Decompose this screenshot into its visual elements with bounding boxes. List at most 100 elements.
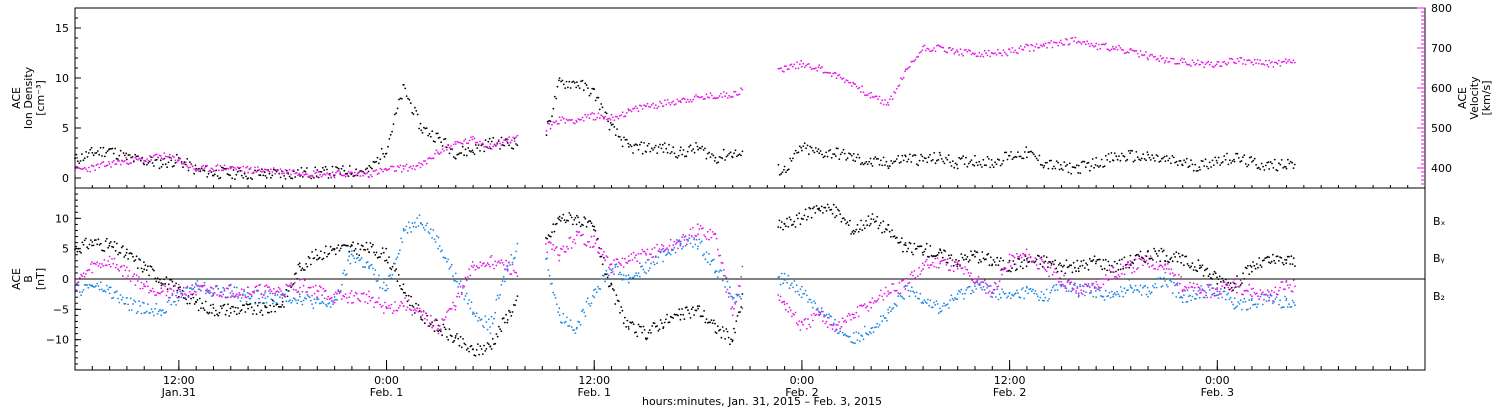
ion-density-point bbox=[633, 144, 636, 147]
bz-point bbox=[784, 308, 787, 311]
bx-point bbox=[910, 251, 913, 254]
ion-density-point bbox=[951, 160, 954, 163]
ion-density-point bbox=[508, 144, 510, 147]
bz-point bbox=[269, 288, 272, 291]
by-point bbox=[347, 259, 349, 262]
velocity-point bbox=[337, 169, 340, 172]
velocity-point bbox=[1104, 42, 1107, 45]
velocity-point bbox=[420, 162, 423, 165]
bz-point bbox=[574, 242, 577, 245]
velocity-point bbox=[135, 158, 138, 161]
ion-density-point bbox=[879, 159, 882, 162]
bx-point bbox=[401, 288, 404, 291]
bz-point bbox=[390, 303, 393, 306]
by-point bbox=[879, 315, 882, 318]
bz-point bbox=[415, 309, 417, 312]
bz-point bbox=[972, 281, 975, 283]
bx-point bbox=[659, 319, 662, 321]
bx-point bbox=[679, 313, 682, 316]
velocity-point bbox=[888, 98, 891, 100]
bx-point bbox=[155, 280, 158, 283]
bz-point bbox=[313, 292, 316, 295]
ion-density-point bbox=[258, 174, 261, 177]
velocity-point bbox=[623, 115, 625, 118]
bz-point bbox=[339, 291, 342, 293]
bz-point bbox=[211, 287, 213, 289]
velocity-point bbox=[336, 170, 339, 173]
velocity-point bbox=[738, 93, 741, 96]
ion-density-point bbox=[553, 95, 556, 98]
bz-point bbox=[1154, 268, 1157, 270]
by-point bbox=[98, 288, 101, 291]
bx-point bbox=[463, 342, 466, 345]
velocity-point bbox=[906, 68, 909, 70]
velocity-point bbox=[501, 141, 504, 144]
ion-density-point bbox=[1208, 161, 1211, 164]
bx-point bbox=[147, 265, 149, 268]
by-point bbox=[473, 312, 476, 315]
velocity-point bbox=[1120, 48, 1123, 51]
velocity-point bbox=[1035, 43, 1038, 45]
velocity-point bbox=[1200, 61, 1203, 63]
ion-density-point bbox=[1127, 150, 1130, 152]
velocity-point bbox=[499, 142, 501, 145]
bx-point bbox=[965, 258, 968, 261]
bz-point bbox=[1100, 286, 1102, 289]
ion-density-point bbox=[459, 152, 461, 155]
bx-point bbox=[835, 214, 838, 217]
bx-point bbox=[948, 254, 950, 257]
bz-point bbox=[696, 223, 699, 226]
by-point bbox=[472, 311, 474, 314]
velocity-point bbox=[1181, 61, 1184, 64]
bx-point bbox=[803, 214, 806, 217]
bz-point bbox=[636, 260, 639, 263]
by-point bbox=[684, 245, 687, 247]
bx-point bbox=[382, 251, 385, 254]
ion-density-point bbox=[1223, 155, 1226, 158]
velocity-point bbox=[1146, 57, 1149, 59]
ion-density-point bbox=[331, 165, 334, 168]
by-point bbox=[275, 302, 278, 304]
ion-density-point bbox=[98, 153, 101, 156]
bx-point bbox=[1138, 255, 1141, 258]
bx-point bbox=[839, 213, 842, 216]
bz-point bbox=[1093, 287, 1096, 289]
by-point bbox=[617, 273, 620, 276]
bz-point bbox=[155, 294, 158, 296]
velocity-point bbox=[582, 120, 585, 122]
velocity-point bbox=[706, 96, 709, 99]
ion-density-point bbox=[245, 175, 247, 178]
ion-density-point bbox=[994, 161, 996, 164]
bx-point bbox=[186, 302, 189, 305]
bz-point bbox=[463, 285, 466, 288]
bx-point bbox=[274, 310, 276, 313]
ion-density-point bbox=[1015, 156, 1018, 159]
ion-density-point bbox=[1136, 156, 1139, 159]
bz-point bbox=[1181, 290, 1184, 293]
bx-point bbox=[631, 321, 634, 324]
bz-point bbox=[1175, 283, 1178, 286]
velocity-point bbox=[326, 172, 328, 174]
bz-point bbox=[778, 299, 781, 302]
ion-density-point bbox=[652, 149, 654, 151]
bx-point bbox=[144, 264, 147, 267]
velocity-point bbox=[392, 165, 395, 168]
velocity-point bbox=[963, 49, 966, 51]
ion-density-point bbox=[640, 141, 643, 144]
velocity-point bbox=[142, 161, 145, 164]
bx-point bbox=[321, 258, 324, 261]
ion-density-point bbox=[499, 148, 501, 150]
bz-point bbox=[297, 290, 300, 293]
bz-point bbox=[1047, 262, 1049, 265]
by-point bbox=[1207, 286, 1210, 288]
bx-point bbox=[515, 299, 518, 302]
velocity-point bbox=[809, 66, 812, 69]
ion-density-point bbox=[301, 176, 304, 178]
bz-point bbox=[654, 255, 657, 258]
bx-point bbox=[423, 322, 426, 325]
ion-density-point bbox=[843, 152, 846, 155]
by-point bbox=[416, 217, 419, 220]
bz-point bbox=[1248, 283, 1251, 286]
bx-point bbox=[228, 315, 231, 317]
